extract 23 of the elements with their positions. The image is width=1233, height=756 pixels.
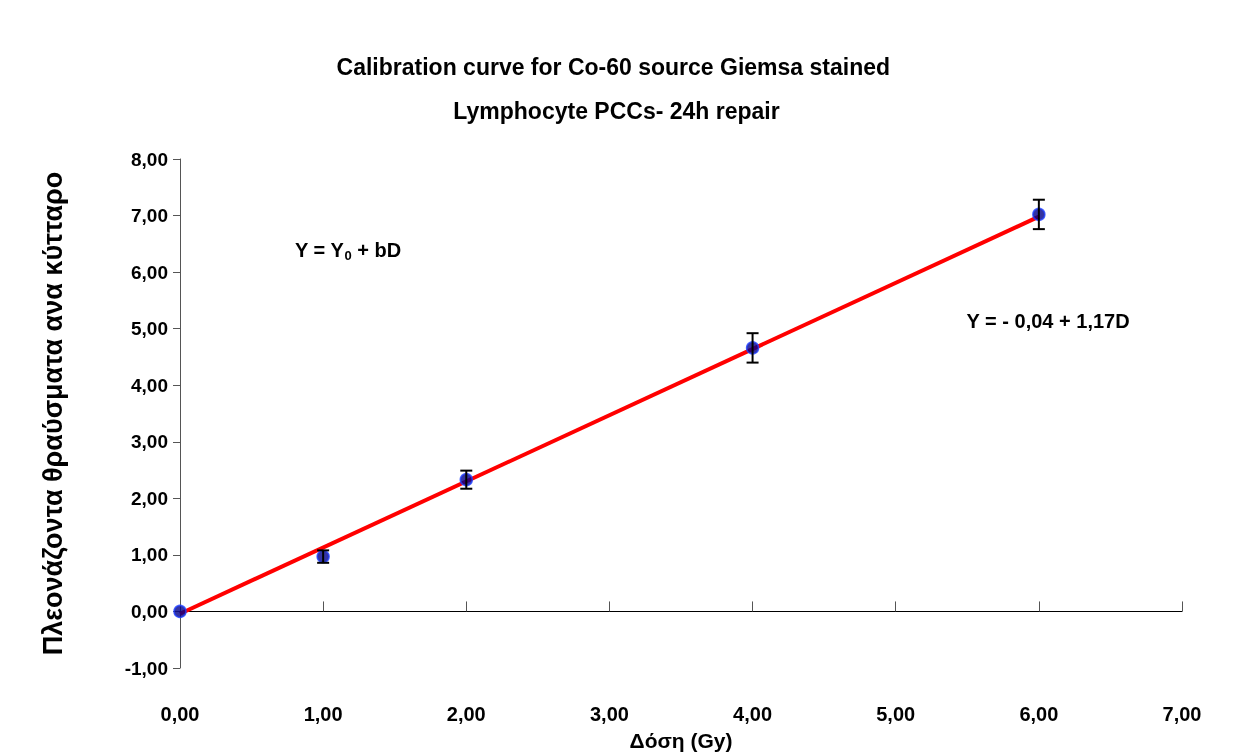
y-tick-label: 7,00 <box>131 205 168 227</box>
y-tick-label: 5,00 <box>131 318 168 340</box>
y-tick-label: 8,00 <box>131 148 168 170</box>
x-tick-label: 5,00 <box>876 703 916 725</box>
x-tick-label: 3,00 <box>589 703 629 725</box>
x-tick-label: 1,00 <box>303 703 343 725</box>
chart-title: Calibration curve for Co-60 source Giemsa stained Lymphocyte PCCs- 24h repair <box>336 54 897 124</box>
x-tick-label: 4,00 <box>733 703 773 725</box>
y-tick-label: 0,00 <box>131 600 168 622</box>
y-tick-label: 6,00 <box>131 261 168 283</box>
x-tick-label: 7,00 <box>1162 703 1202 725</box>
point <box>173 604 187 619</box>
x-axis-title: Δόση (Gy) <box>629 729 733 752</box>
x-tick-label: 2,00 <box>446 703 486 725</box>
y-tick-label: -1,00 <box>124 657 168 679</box>
x-tick-label: 0,00 <box>160 703 200 725</box>
annotation: Y = - 0,04 + 1,17D <box>966 310 1130 332</box>
y-tick-label: 4,00 <box>131 374 168 396</box>
y-tick-label: 2,00 <box>131 487 168 509</box>
y-tick-label: 1,00 <box>131 544 168 566</box>
y-tick-label: 3,00 <box>131 431 168 453</box>
y-axis-title: Πλεονάζοντα θραύσματα ανα κύτταρο <box>38 171 68 656</box>
x-tick-label: 6,00 <box>1019 703 1059 725</box>
